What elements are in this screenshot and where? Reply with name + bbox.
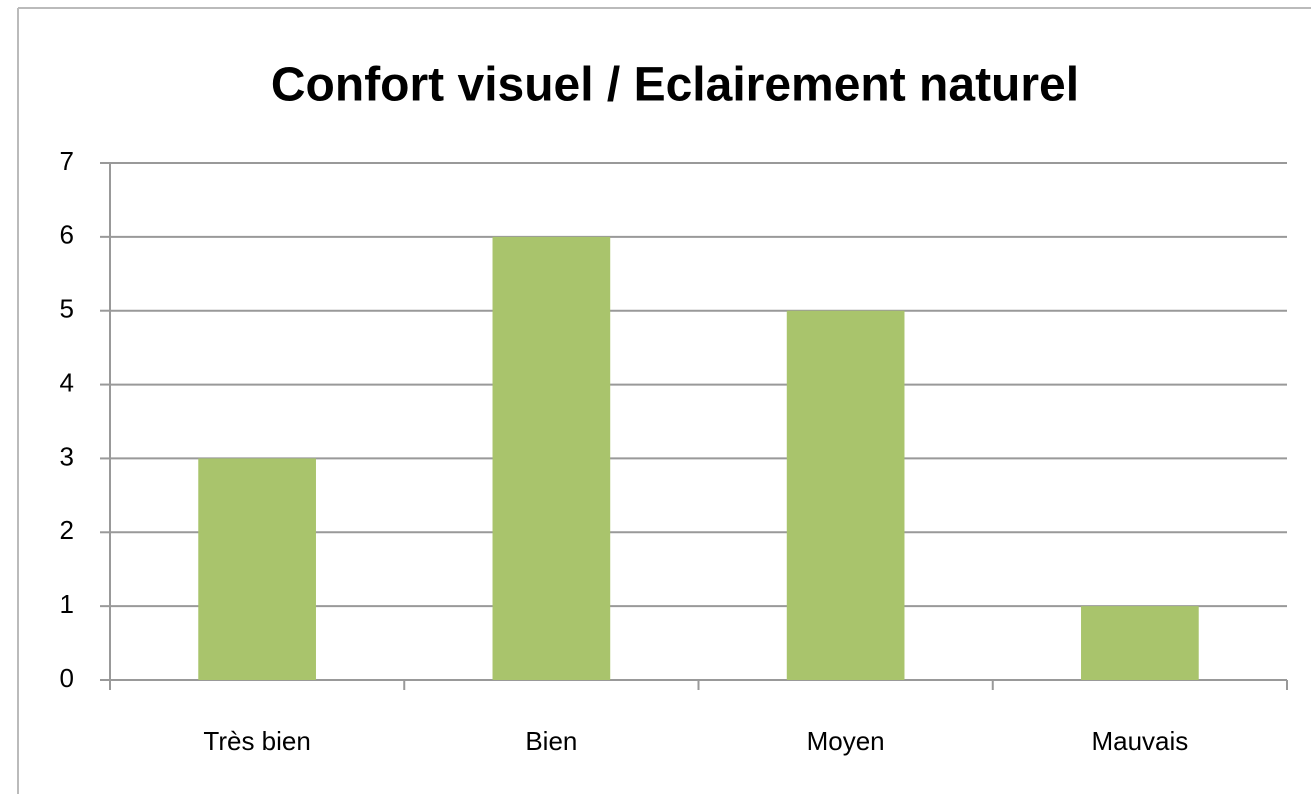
y-tick-label: 5 [60, 294, 74, 324]
bar [492, 236, 611, 680]
x-tick-label: Bien [525, 726, 577, 756]
x-tick-label: Très bien [203, 726, 310, 756]
y-tick-label: 0 [60, 663, 74, 693]
chart-title: Confort visuel / Eclairement naturel [271, 59, 1079, 112]
y-tick-label: 7 [60, 146, 74, 176]
y-tick-label: 4 [60, 367, 74, 397]
x-tick-label: Moyen [807, 726, 885, 756]
y-tick-label: 2 [60, 515, 74, 545]
bar [786, 310, 905, 680]
y-tick-label: 6 [60, 220, 74, 250]
bar [1081, 606, 1199, 680]
y-tick-label: 1 [60, 589, 74, 619]
x-tick-label: Mauvais [1091, 726, 1188, 756]
bar [198, 458, 316, 680]
y-tick-label: 3 [60, 441, 74, 471]
